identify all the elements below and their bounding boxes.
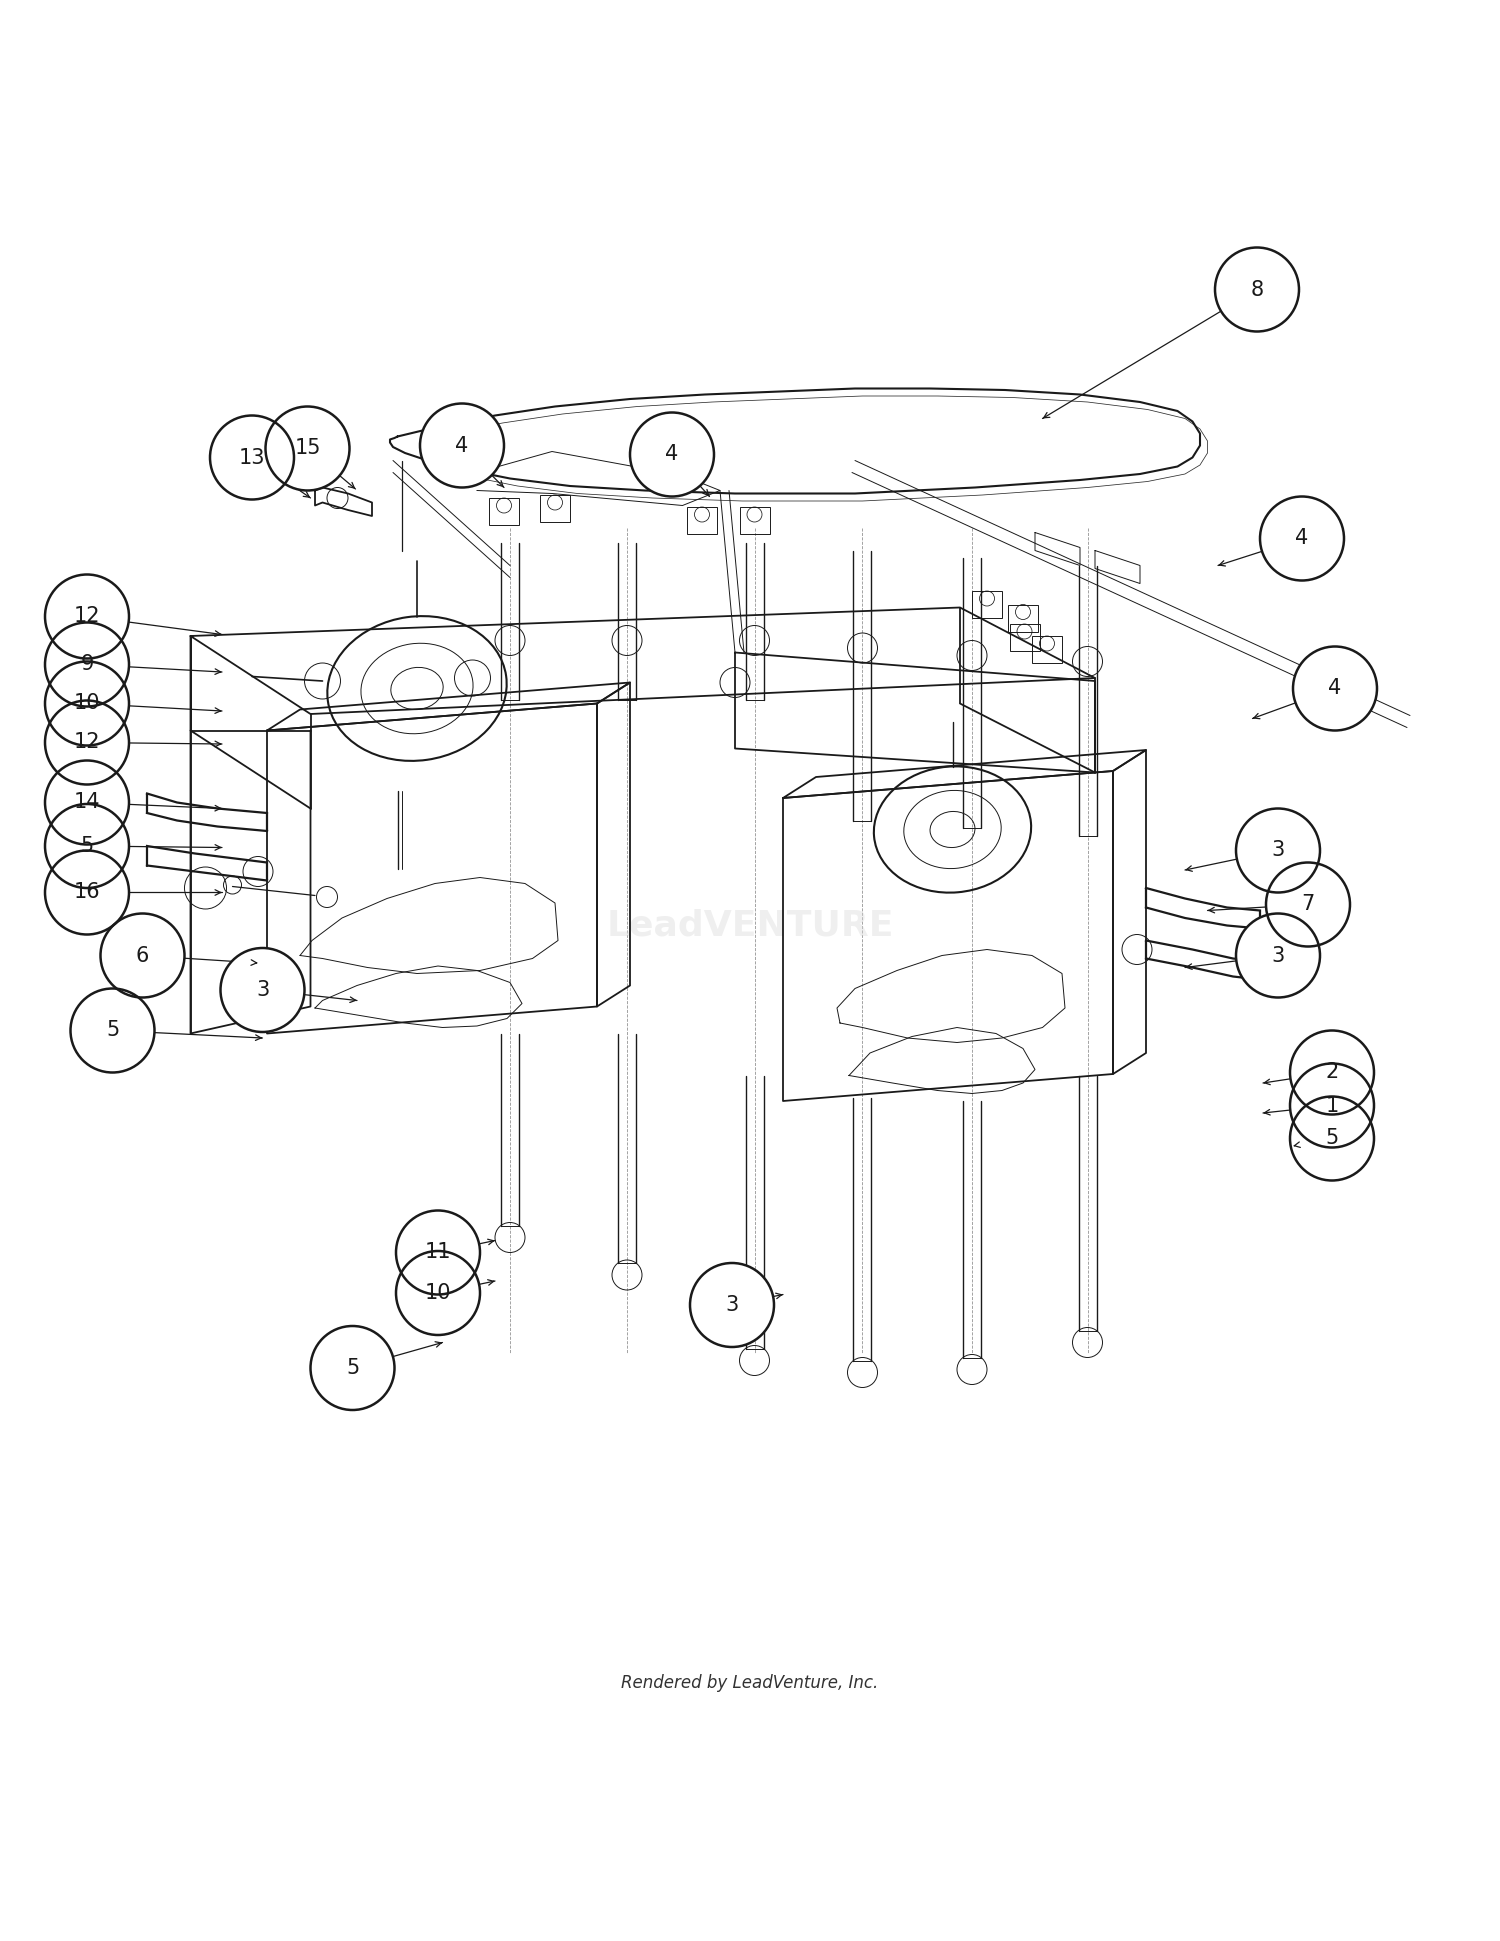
Text: 3: 3 — [1272, 945, 1284, 965]
Circle shape — [396, 1252, 480, 1335]
Circle shape — [45, 701, 129, 784]
Circle shape — [630, 413, 714, 497]
Circle shape — [1236, 914, 1320, 998]
Text: 8: 8 — [1251, 280, 1263, 299]
Text: 14: 14 — [74, 792, 100, 813]
Circle shape — [100, 914, 184, 998]
Text: 4: 4 — [456, 435, 468, 456]
Circle shape — [1215, 248, 1299, 332]
Text: 10: 10 — [74, 693, 100, 714]
Bar — [489, 499, 519, 524]
Text: 3: 3 — [726, 1295, 738, 1314]
Circle shape — [45, 575, 129, 658]
Circle shape — [420, 404, 504, 487]
Circle shape — [1293, 646, 1377, 730]
Text: 5: 5 — [346, 1359, 358, 1378]
Bar — [687, 507, 717, 534]
Bar — [1008, 604, 1038, 631]
Bar — [740, 507, 770, 534]
Text: 5: 5 — [106, 1021, 118, 1040]
Text: 2: 2 — [1326, 1062, 1338, 1083]
Text: 5: 5 — [81, 837, 93, 856]
Circle shape — [396, 1211, 480, 1295]
Circle shape — [1260, 497, 1344, 580]
Text: 11: 11 — [424, 1242, 451, 1262]
Text: 12: 12 — [74, 606, 100, 627]
Circle shape — [45, 850, 129, 934]
Text: 4: 4 — [1296, 528, 1308, 549]
Circle shape — [690, 1264, 774, 1347]
Bar — [1032, 637, 1062, 664]
Circle shape — [70, 988, 154, 1073]
Circle shape — [266, 406, 350, 491]
Circle shape — [1290, 1097, 1374, 1180]
Bar — [540, 495, 570, 522]
Bar — [972, 590, 1002, 617]
Text: Rendered by LeadVenture, Inc.: Rendered by LeadVenture, Inc. — [621, 1673, 879, 1693]
Circle shape — [45, 662, 129, 745]
Text: LeadVENTURE: LeadVENTURE — [606, 908, 894, 943]
Text: 1: 1 — [1326, 1095, 1338, 1116]
Circle shape — [310, 1326, 394, 1409]
Text: 7: 7 — [1302, 895, 1314, 914]
Text: 5: 5 — [1326, 1128, 1338, 1149]
Circle shape — [1236, 809, 1320, 893]
Text: 15: 15 — [294, 439, 321, 458]
Circle shape — [1290, 1064, 1374, 1147]
Text: 4: 4 — [1329, 679, 1341, 699]
Circle shape — [1290, 1031, 1374, 1114]
Text: 9: 9 — [81, 654, 93, 675]
Text: 12: 12 — [74, 732, 100, 753]
Circle shape — [210, 415, 294, 499]
Text: 13: 13 — [238, 448, 266, 468]
Circle shape — [45, 623, 129, 707]
Circle shape — [45, 761, 129, 844]
Text: 6: 6 — [136, 945, 148, 965]
Circle shape — [45, 804, 129, 887]
Text: 3: 3 — [256, 980, 268, 1000]
Circle shape — [1266, 862, 1350, 947]
Circle shape — [220, 947, 304, 1033]
Text: 3: 3 — [1272, 840, 1284, 860]
Text: 16: 16 — [74, 883, 100, 903]
Text: 10: 10 — [424, 1283, 451, 1302]
Bar — [1010, 623, 1040, 650]
Text: 4: 4 — [666, 444, 678, 464]
